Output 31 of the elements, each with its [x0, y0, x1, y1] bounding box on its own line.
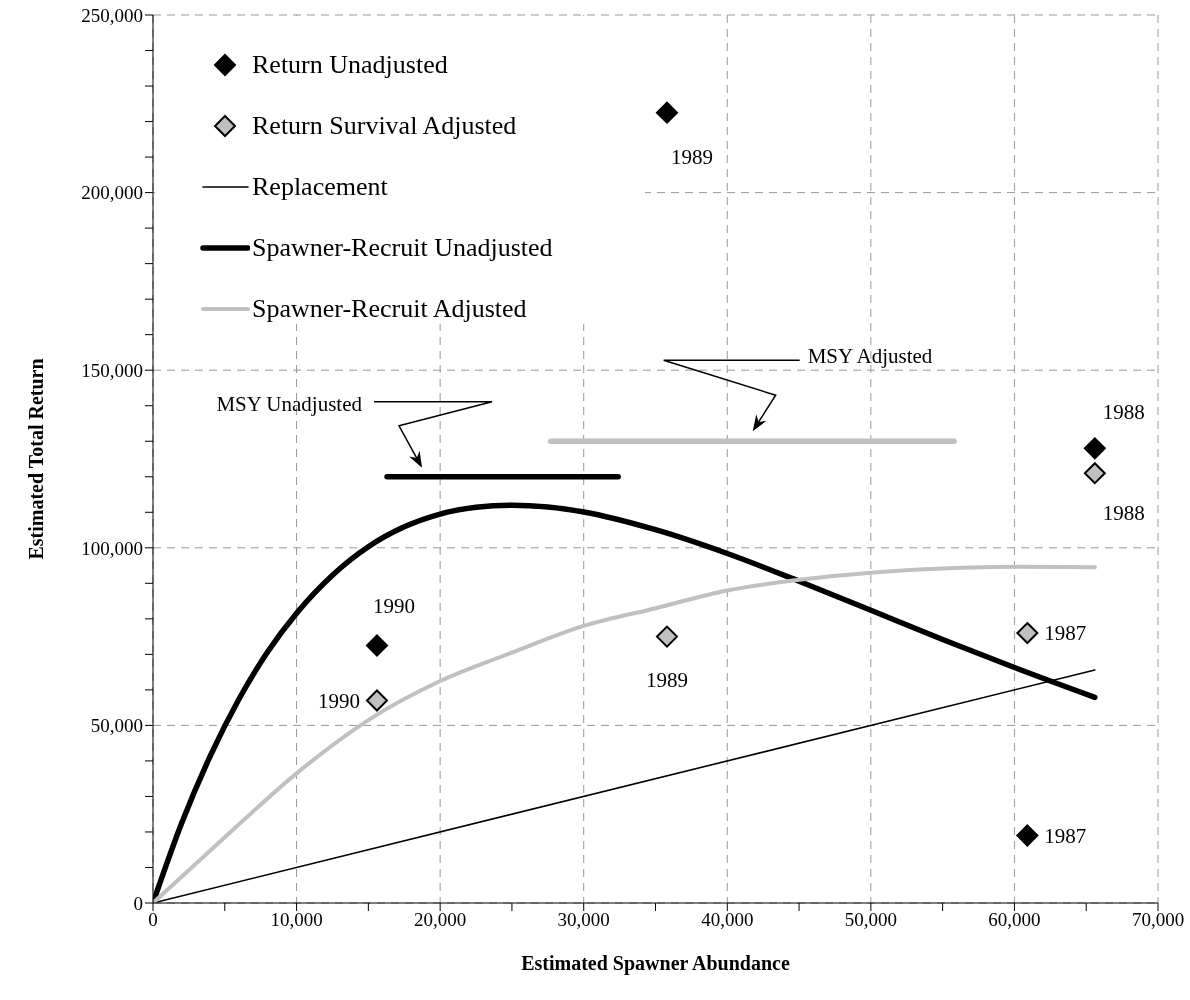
legend-label: Replacement	[252, 171, 388, 202]
y-tick-label: 50,000	[90, 715, 143, 737]
x-tick-label: 70,000	[1131, 909, 1185, 931]
y-tick-label: 0	[133, 892, 143, 914]
x-tick-label: 0	[148, 909, 158, 931]
x-axis-title: Estimated Spawner Abundance	[521, 952, 790, 975]
x-tick-label: 10,000	[270, 909, 323, 931]
annotation: 1990	[317, 688, 360, 713]
annotation: 1988	[1102, 400, 1145, 425]
x-tick-label: 20,000	[414, 909, 467, 931]
annotation: 1989	[645, 667, 688, 692]
y-tick-label: 100,000	[81, 537, 143, 559]
x-tick-label: 50,000	[844, 909, 897, 931]
legend-label: Spawner-Recruit Unadjusted	[252, 232, 553, 263]
legend-label: Return Survival Adjusted	[252, 110, 517, 141]
annotation: 1987	[1044, 823, 1087, 848]
annotation: 1988	[1102, 501, 1145, 526]
annotation: MSY Adjusted	[807, 344, 933, 369]
x-tick-label: 60,000	[988, 909, 1041, 931]
y-axis-title: Estimated Total Return	[25, 358, 48, 560]
x-tick-label: 30,000	[557, 909, 610, 931]
x-tick-label: 40,000	[701, 909, 754, 931]
annotation: MSY Unadjusted	[216, 391, 363, 416]
legend-label: Return Unadjusted	[252, 49, 448, 80]
annotation: 1990	[372, 594, 415, 619]
legend-label: Spawner-Recruit Adjusted	[252, 293, 527, 324]
annotation: 1987	[1044, 621, 1087, 646]
y-tick-label: 150,000	[81, 359, 143, 381]
annotation: 1989	[670, 144, 713, 169]
y-tick-label: 250,000	[81, 4, 143, 26]
y-tick-label: 200,000	[81, 182, 143, 204]
